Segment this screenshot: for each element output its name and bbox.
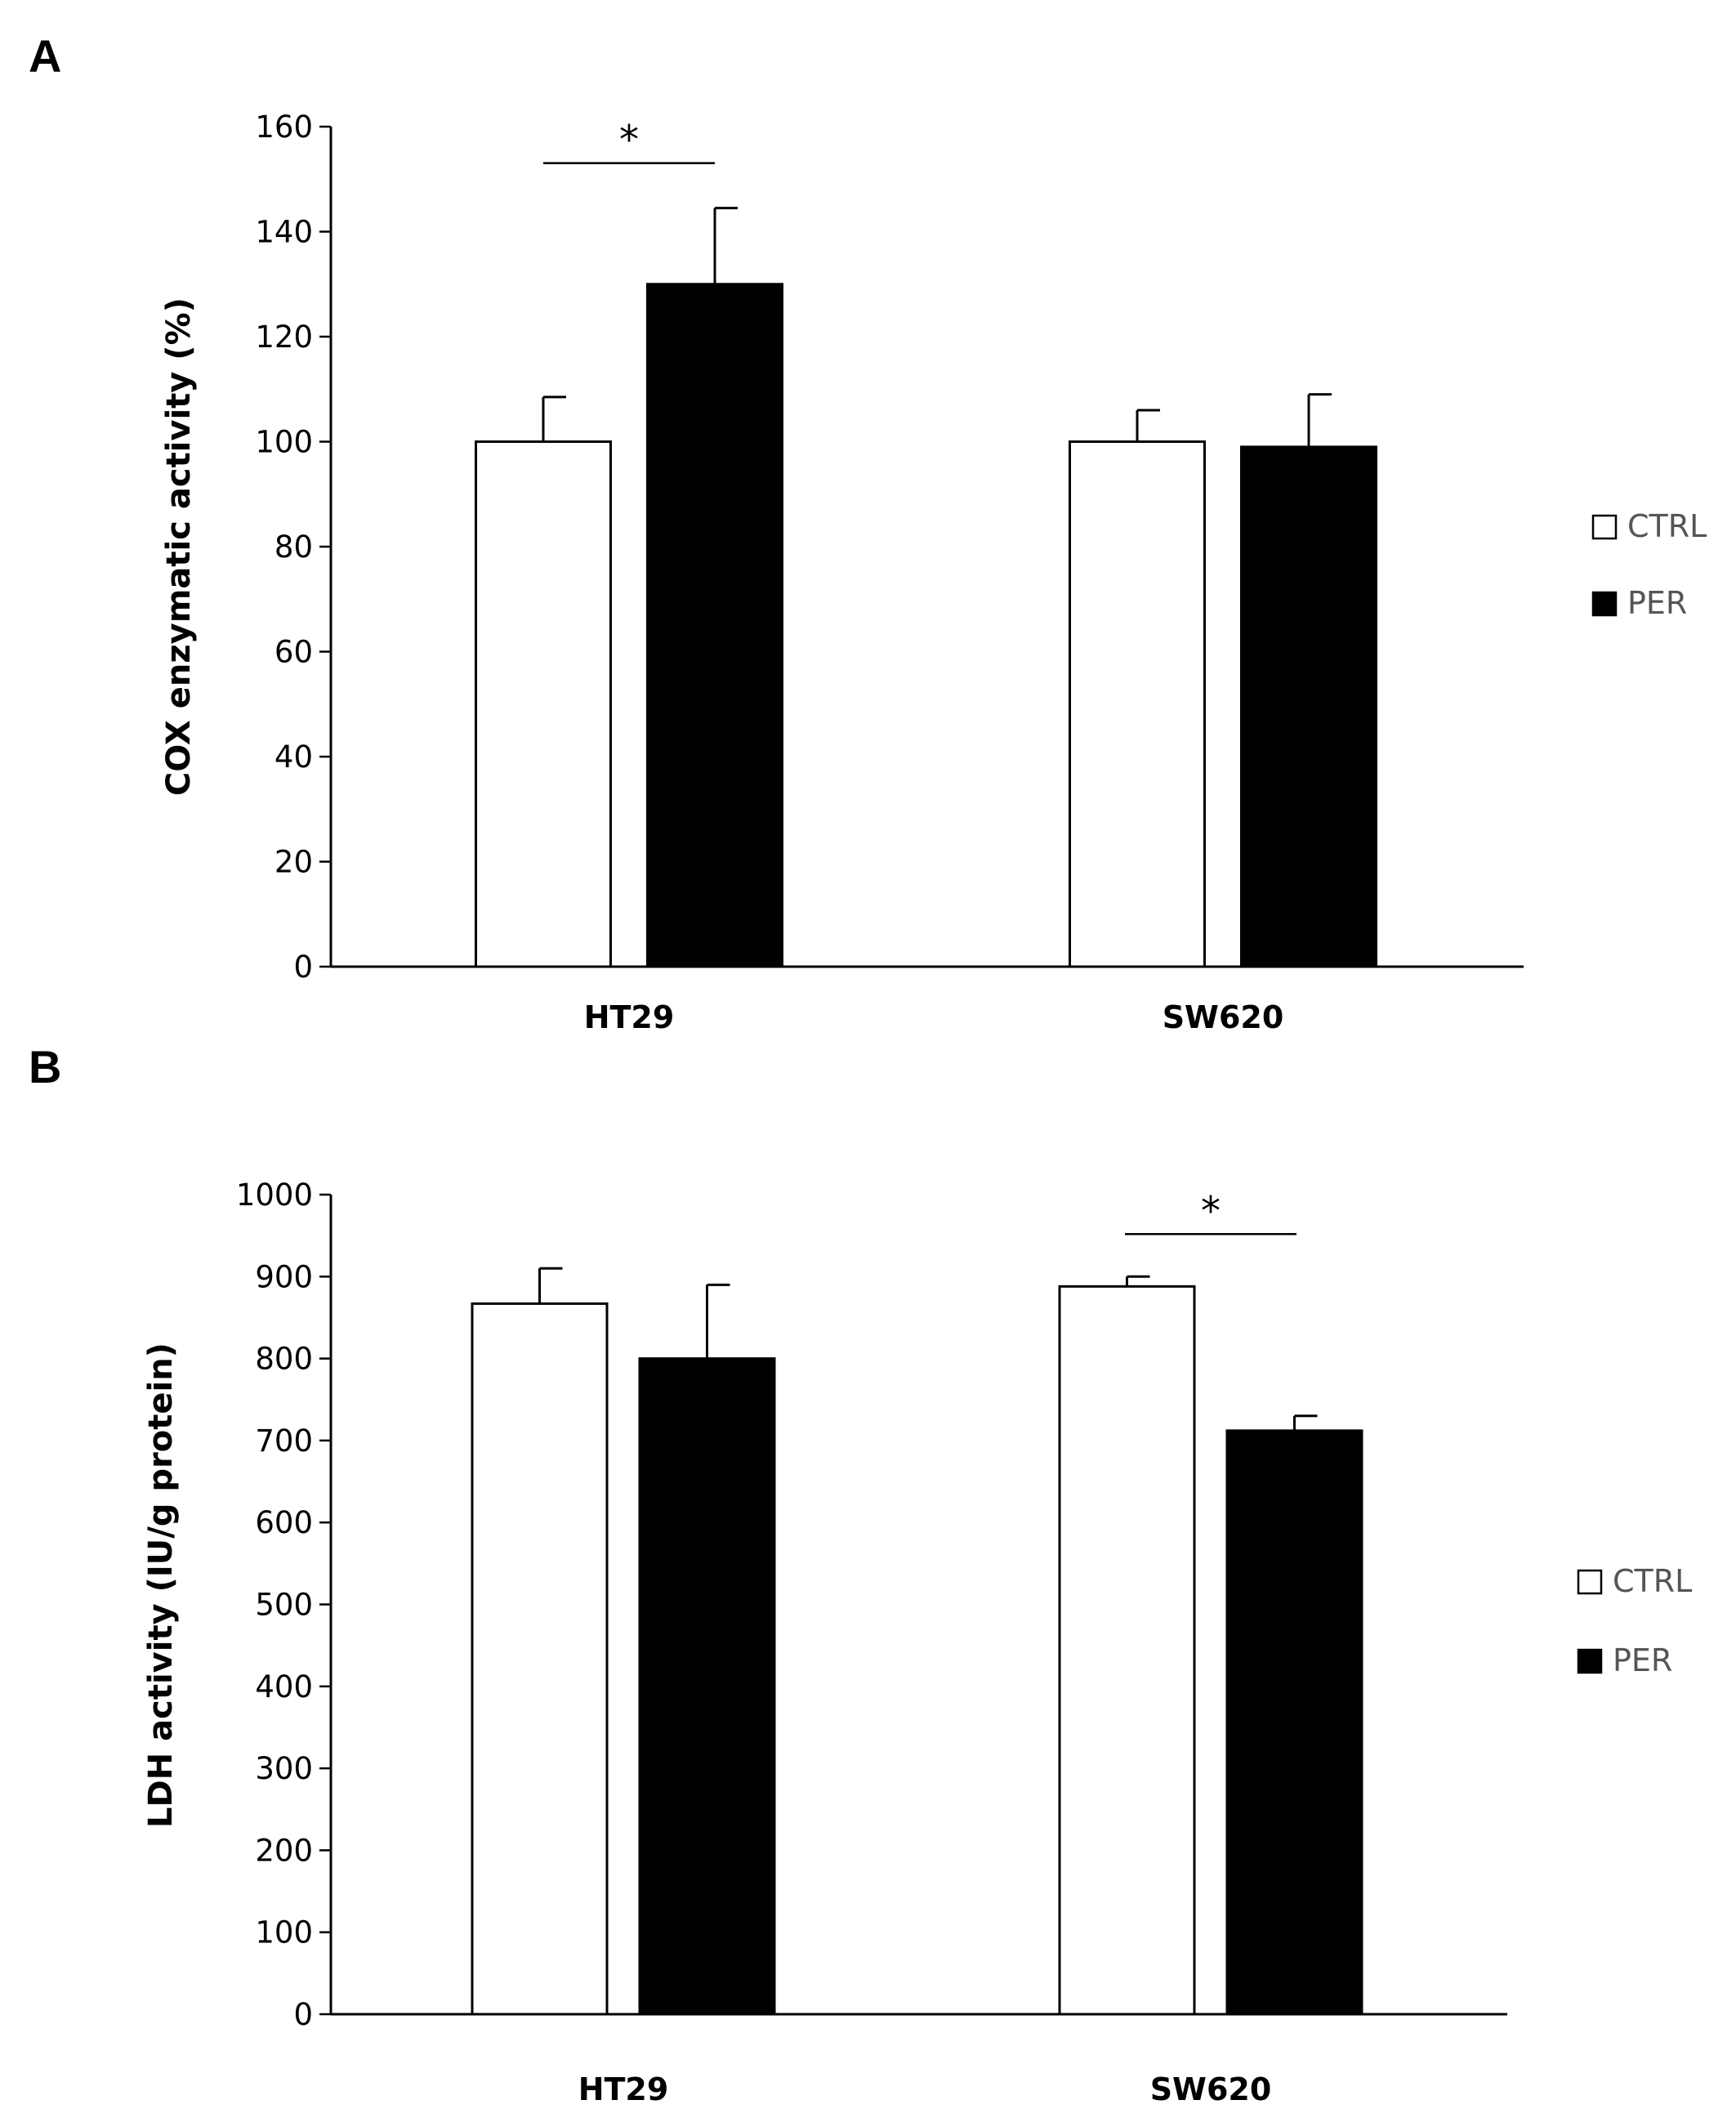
bar-per-ht29 xyxy=(646,283,783,968)
y-tick-label: 60 xyxy=(274,635,313,670)
y-tick-label: 900 xyxy=(255,1259,313,1294)
chart-panel-b: B 0 100 200 300 400 500 600 700 800 900 1000 LDH act… xyxy=(29,1041,1692,2107)
legend-label-ctrl: CTRL xyxy=(1613,1563,1692,1599)
x-category-label: HT29 xyxy=(584,999,675,1035)
y-tick-label: 120 xyxy=(255,319,313,355)
bar-ctrl-ht29 xyxy=(475,440,612,968)
y-tick-label: 0 xyxy=(293,1997,313,2032)
y-tick-label: 200 xyxy=(255,1833,313,1868)
bar-ctrl-sw620 xyxy=(1069,440,1206,968)
x-category-label: HT29 xyxy=(578,2071,669,2107)
chart-panel-a: A 0 20 40 60 80 100 120 140 160 COX enzymatic acti… xyxy=(29,30,1707,1035)
bar-ctrl-ht29 xyxy=(471,1302,609,2016)
y-tick-label: 400 xyxy=(255,1669,313,1705)
legend-swatch-per xyxy=(1591,591,1618,617)
y-tick-label: 0 xyxy=(293,949,313,985)
panel-label: B xyxy=(29,1041,61,1092)
y-tick-label: 20 xyxy=(274,845,313,880)
y-tick-label: 100 xyxy=(255,425,313,460)
y-tick-label: 1000 xyxy=(236,1177,313,1213)
y-tick-label: 140 xyxy=(255,215,313,250)
y-tick-label: 300 xyxy=(255,1751,313,1786)
legend-swatch-per xyxy=(1577,1648,1603,1674)
bar-per-sw620 xyxy=(1225,1429,1363,2016)
bar-ctrl-sw620 xyxy=(1058,1285,1196,2016)
bar-per-ht29 xyxy=(638,1357,776,2016)
y-tick-label: 600 xyxy=(255,1505,313,1540)
legend-swatch-ctrl xyxy=(1591,514,1618,540)
y-axis-title: COX enzymatic activity (%) xyxy=(160,297,198,796)
significance-star: * xyxy=(619,118,639,163)
y-tick-label: 800 xyxy=(255,1342,313,1377)
legend-label-ctrl: CTRL xyxy=(1627,508,1707,544)
significance-star: * xyxy=(1201,1188,1221,1234)
y-tick-label: 40 xyxy=(274,739,313,775)
y-tick-label: 160 xyxy=(255,109,313,145)
y-axis-title: LDH activity (IU/g protein) xyxy=(142,1343,180,1828)
y-tick-label: 100 xyxy=(255,1915,313,1950)
y-tick-label: 80 xyxy=(274,529,313,565)
legend-swatch-ctrl xyxy=(1577,1569,1603,1595)
panel-label: A xyxy=(29,30,61,82)
x-category-label: SW620 xyxy=(1163,999,1284,1035)
legend-label-per: PER xyxy=(1627,585,1687,621)
y-tick-label: 500 xyxy=(255,1588,313,1623)
bar-per-sw620 xyxy=(1240,445,1377,968)
legend-label-per: PER xyxy=(1613,1642,1672,1678)
x-category-label: SW620 xyxy=(1150,2071,1272,2107)
y-tick-label: 700 xyxy=(255,1423,313,1459)
